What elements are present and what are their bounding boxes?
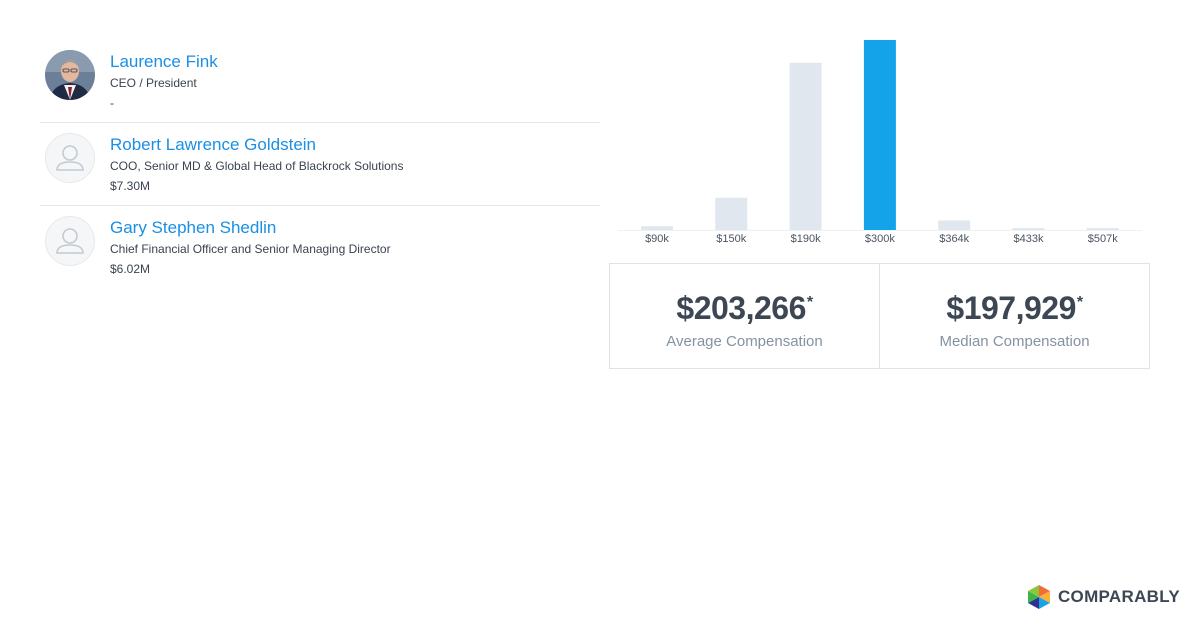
executive-row[interactable]: Robert Lawrence Goldstein COO, Senior MD… [40, 123, 600, 206]
histogram-bar[interactable] [1012, 228, 1045, 230]
average-compensation-card: $203,266* Average Compensation [609, 263, 880, 369]
compensation-histogram: $90k $150k $190k $300k $364k $433k $507k [610, 30, 1150, 255]
histogram-bar[interactable] [863, 40, 896, 230]
histogram-tick-label: $364k [939, 233, 969, 245]
median-footnote-marker: * [1076, 294, 1083, 311]
executive-title: CEO / President [110, 76, 197, 90]
histogram-bar[interactable] [789, 62, 822, 230]
executive-compensation: - [110, 96, 114, 110]
median-compensation-card: $197,929* Median Compensation [879, 263, 1150, 369]
histogram-tick-label: $433k [1014, 233, 1044, 245]
histogram-tick-label: $507k [1088, 233, 1118, 245]
histogram-bar[interactable] [1086, 228, 1119, 230]
executive-name[interactable]: Robert Lawrence Goldstein [110, 135, 317, 154]
brand-name: COMPARABLY [1057, 587, 1180, 606]
comparably-logo-icon [1027, 585, 1050, 609]
histogram-bar[interactable] [938, 220, 971, 231]
median-compensation-value: $197,929* [880, 290, 1149, 327]
histogram-tick-label: $90k [645, 233, 669, 245]
executive-photo [45, 50, 95, 100]
median-value-text: $197,929 [946, 290, 1076, 326]
executive-name[interactable]: Laurence Fink [110, 52, 218, 71]
average-compensation-label: Average Compensation [666, 333, 823, 350]
executive-row[interactable]: Gary Stephen Shedlin Chief Financial Off… [40, 206, 600, 289]
histogram-bar[interactable] [641, 226, 673, 230]
histogram-bar[interactable] [715, 197, 748, 230]
executive-compensation: $7.30M [110, 179, 151, 193]
histogram-tick-label: $150k [716, 233, 746, 245]
histogram-tick-label: $300k [865, 233, 895, 245]
executive-name[interactable]: Gary Stephen Shedlin [110, 218, 277, 237]
person-placeholder-icon [45, 133, 95, 183]
executive-list: Laurence Fink CEO / President - Robert L… [40, 40, 600, 289]
executive-title: Chief Financial Officer and Senior Manag… [110, 242, 391, 256]
histogram-tick-label: $190k [791, 233, 821, 245]
histogram-svg: $90k $150k $190k $300k $364k $433k $507k [618, 40, 1142, 245]
executive-row[interactable]: Laurence Fink CEO / President - [40, 40, 600, 123]
person-placeholder-icon [45, 216, 95, 266]
executive-title: COO, Senior MD & Global Head of Blackroc… [110, 159, 404, 173]
executive-compensation: $6.02M [110, 262, 151, 276]
average-footnote-marker: * [806, 294, 813, 311]
average-compensation-value: $203,266* [610, 290, 879, 327]
average-value-text: $203,266 [676, 290, 806, 326]
median-compensation-label: Median Compensation [939, 333, 1090, 350]
comparably-brand[interactable]: COMPARABLY [1026, 584, 1180, 610]
